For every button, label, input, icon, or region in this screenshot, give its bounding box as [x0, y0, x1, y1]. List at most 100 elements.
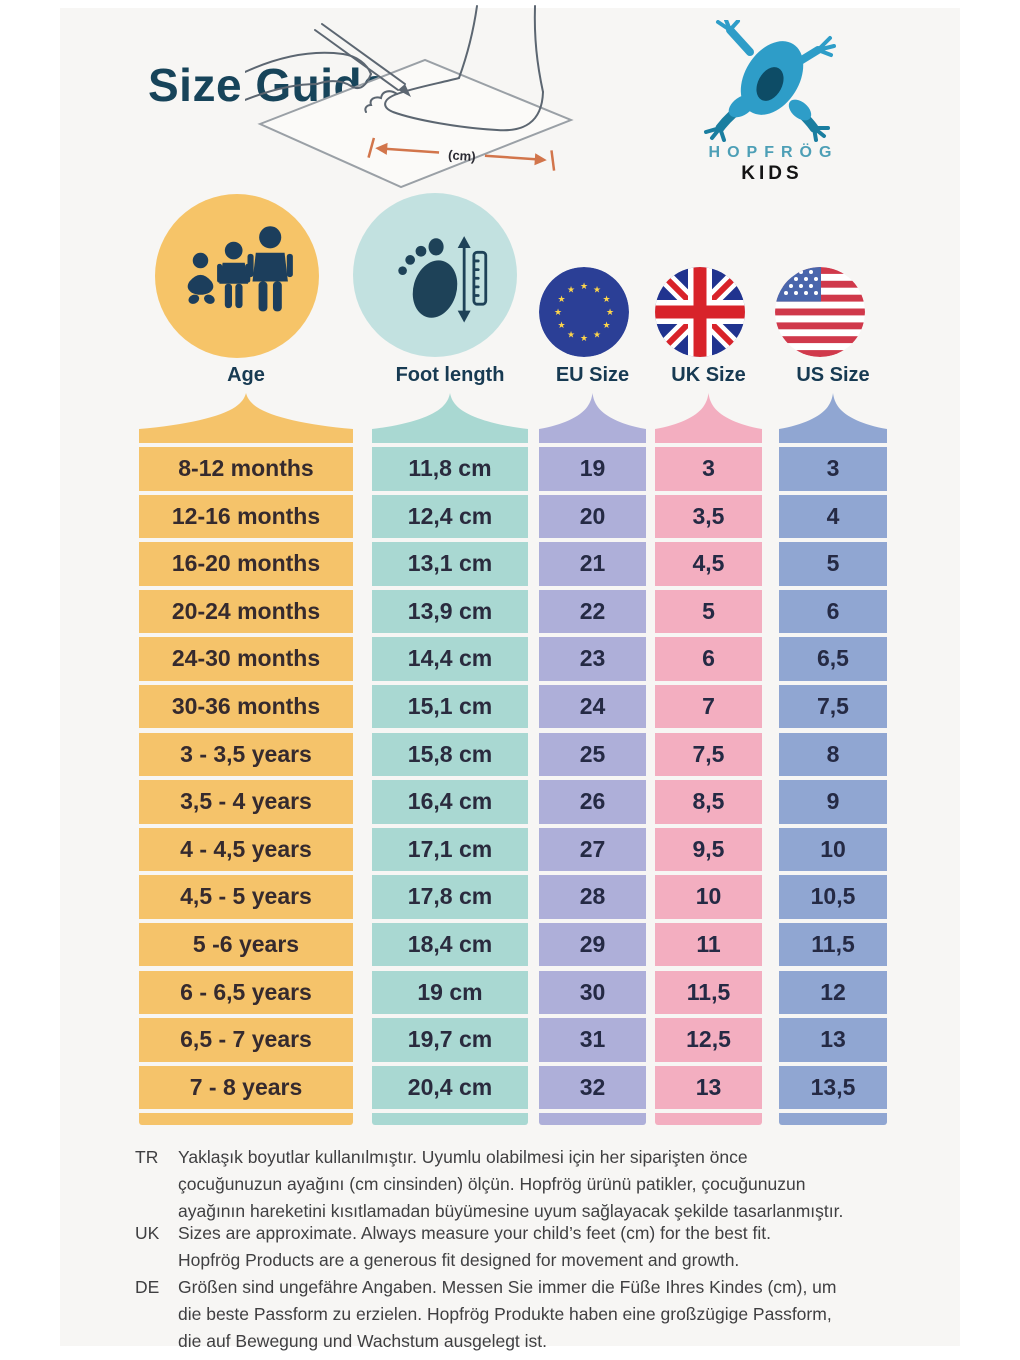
foot-cell: 19,7 cm: [372, 1018, 528, 1062]
age-cell: 6 - 6,5 years: [139, 970, 353, 1015]
svg-text:★: ★: [602, 320, 610, 330]
cm-unit-label: (cm): [448, 147, 476, 164]
svg-text:★: ★: [580, 281, 588, 291]
age-cell: 5 -6 years: [139, 922, 353, 967]
us-size-column-top: [779, 393, 887, 443]
brand-sub-name: KIDS: [741, 163, 803, 184]
eu-cell: 20: [539, 494, 646, 539]
eu-size-column-top: [539, 393, 646, 443]
uk-size-column-cap: [655, 1113, 762, 1126]
uk-cell: 4,5: [655, 542, 762, 586]
uk-size-column: 3 3,5 4,5 5 6 7 7,5 8,5 9,5 10 11 11,5 12,5 13: [655, 393, 762, 1126]
foot-length-header-circle: [353, 193, 517, 357]
svg-text:★: ★: [557, 320, 565, 330]
foot-length-column: 11,8 cm 12,4 cm 13,1 cm 13,9 cm 14,4 cm 15,1 …: [372, 393, 528, 1126]
age-cell: 3,5 - 4 years: [139, 780, 353, 824]
foot-cell: 16,4 cm: [372, 780, 528, 824]
foot-cell: 18,4 cm: [372, 922, 528, 967]
svg-text:★: ★: [554, 307, 562, 317]
uk-cell: 9,5: [655, 827, 762, 872]
eu-size-column: 19 20 21 22 23 24 25 26 27 28 29 30 31 32: [539, 393, 646, 1126]
foot-length-column-label: Foot length: [395, 364, 505, 386]
us-size-column-cap: [779, 1113, 887, 1126]
age-column-cap: [139, 1113, 353, 1126]
eu-size-column-cap: [539, 1113, 646, 1126]
frog-logo-icon: [703, 20, 836, 142]
uk-cell: 3,5: [655, 494, 762, 539]
note-uk-line: Hopfrög Products are a generous fit desi…: [178, 1250, 740, 1270]
eu-cell: 29: [539, 922, 646, 967]
eu-cell: 22: [539, 589, 646, 634]
us-size-column-label: US Size: [796, 364, 870, 386]
brand-logo: HOPFRÖG KIDS: [650, 20, 890, 185]
us-cell: 6: [779, 589, 887, 634]
age-cell: 8-12 months: [139, 447, 353, 491]
age-column-label: Age: [227, 364, 265, 386]
note-tr: TR Yaklaşık boyutlar kullanılmıştır. Uyu…: [135, 1144, 895, 1225]
note-de-label: DE: [135, 1277, 160, 1297]
us-cell: 5: [779, 542, 887, 586]
age-cell: 3 - 3,5 years: [139, 732, 353, 777]
age-cell: 24-30 months: [139, 637, 353, 681]
foot-cell: 13,1 cm: [372, 542, 528, 586]
foot-length-column-top: [372, 393, 528, 443]
age-cell: 6,5 - 7 years: [139, 1018, 353, 1062]
foot-cell: 11,8 cm: [372, 447, 528, 491]
age-cell: 12-16 months: [139, 494, 353, 539]
uk-size-column-top: [655, 393, 762, 443]
note-tr-line: ayağının hareketini kısıtlamadan büyümes…: [178, 1201, 844, 1221]
us-cell: 4: [779, 494, 887, 539]
note-tr-line: çocuğunuzun ayağını (cm cinsinden) ölçün…: [178, 1174, 806, 1194]
eu-cell: 31: [539, 1018, 646, 1062]
age-column: 8-12 months 12-16 months 16-20 months 20-24…: [139, 393, 353, 1126]
eu-cell: 24: [539, 684, 646, 729]
note-tr-line: Yaklaşık boyutlar kullanılmıştır. Uyumlu…: [178, 1147, 748, 1167]
uk-cell: 10: [655, 875, 762, 919]
eu-cell: 21: [539, 542, 646, 586]
us-cell: 11,5: [779, 922, 887, 967]
foot-cell: 19 cm: [372, 970, 528, 1015]
us-cell: 10: [779, 827, 887, 872]
note-de-line: die beste Passform zu erzielen. Hopfrög …: [178, 1304, 832, 1324]
us-cell: 8: [779, 732, 887, 777]
us-cell: 9: [779, 780, 887, 824]
eu-cell: 32: [539, 1065, 646, 1110]
foot-cell: 15,8 cm: [372, 732, 528, 777]
eu-cell: 19: [539, 447, 646, 491]
age-cell: 16-20 months: [139, 542, 353, 586]
eu-flag-icon: ★ ★ ★ ★ ★ ★ ★ ★ ★ ★ ★ ★: [539, 267, 629, 357]
us-cell: 13: [779, 1018, 887, 1062]
eu-cell: 26: [539, 780, 646, 824]
note-de-line: die auf Bewegung und Wachstum ausgelegt …: [178, 1331, 548, 1351]
foot-cell: 14,4 cm: [372, 637, 528, 681]
uk-cell: 11: [655, 922, 762, 967]
age-header-circle: [155, 194, 319, 358]
uk-cell: 11,5: [655, 970, 762, 1015]
us-cell: 3: [779, 447, 887, 491]
svg-text:★: ★: [567, 285, 575, 295]
us-flag-icon: [775, 267, 865, 357]
age-cell: 20-24 months: [139, 589, 353, 634]
uk-cell: 6: [655, 637, 762, 681]
uk-cell: 13: [655, 1065, 762, 1110]
uk-cell: 5: [655, 589, 762, 634]
family-icon: [187, 226, 293, 312]
us-cell: 12: [779, 970, 887, 1015]
foot-length-column-cap: [372, 1113, 528, 1126]
note-uk-line: Sizes are approximate. Always measure yo…: [178, 1223, 771, 1243]
cm-dimension-arrow: (cm): [367, 137, 556, 171]
uk-size-cells: 3 3,5 4,5 5 6 7 7,5 8,5 9,5 10 11 11,5 12,5 13: [655, 447, 762, 1110]
us-cell: 13,5: [779, 1065, 887, 1110]
svg-text:★: ★: [557, 294, 565, 304]
eu-size-column-label: EU Size: [555, 364, 630, 386]
eu-cell: 23: [539, 637, 646, 681]
uk-cell: 8,5: [655, 780, 762, 824]
age-cell: 4,5 - 5 years: [139, 875, 353, 919]
svg-text:★: ★: [602, 294, 610, 304]
foot-cell: 13,9 cm: [372, 589, 528, 634]
foot-cell: 17,8 cm: [372, 875, 528, 919]
foot-cell: 12,4 cm: [372, 494, 528, 539]
note-uk-label: UK: [135, 1223, 160, 1243]
svg-text:★: ★: [593, 330, 601, 340]
